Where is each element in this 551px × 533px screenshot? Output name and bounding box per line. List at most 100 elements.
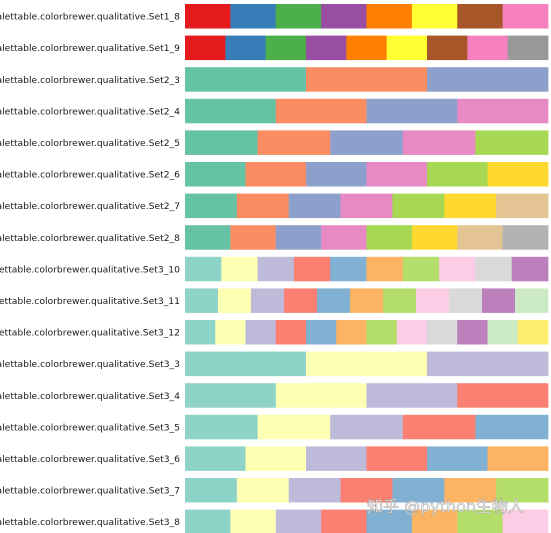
color-swatch — [321, 225, 367, 250]
color-swatch — [340, 193, 393, 219]
color-swatch — [275, 383, 367, 408]
color-swatch — [444, 478, 497, 503]
palette-label: palettable.colorbrewer.qualitative.Set2_… — [0, 233, 180, 244]
color-swatch — [284, 288, 318, 313]
color-swatch — [392, 478, 445, 503]
color-swatch — [306, 162, 367, 187]
color-swatch — [366, 509, 413, 533]
color-swatch — [457, 98, 549, 124]
color-swatch — [411, 509, 458, 533]
palette-row: palettable.colorbrewer.qualitative.Set2_… — [0, 130, 549, 155]
color-swatch — [221, 256, 258, 282]
color-swatch — [185, 193, 238, 219]
palette-row: palettable.colorbrewer.qualitative.Set2_… — [0, 67, 549, 92]
color-swatch — [457, 383, 549, 408]
color-swatch — [457, 320, 488, 345]
color-swatch — [392, 193, 445, 219]
color-swatch — [288, 193, 341, 219]
color-swatch — [402, 414, 476, 440]
palette-label: palettable.colorbrewer.qualitative.Set3_… — [0, 422, 180, 433]
color-swatch — [185, 256, 222, 282]
palette-row: palettable.colorbrewer.qualitative.Set2_… — [0, 225, 549, 250]
color-swatch — [496, 193, 549, 219]
color-swatch — [411, 225, 458, 250]
color-swatch — [306, 446, 367, 471]
palette-label: palettable.colorbrewer.qualitative.Set2_… — [0, 138, 180, 149]
palette-row: palettable.colorbrewer.qualitative.Set3_… — [0, 288, 549, 313]
palette-row: palettable.colorbrewer.qualitative.Set3_… — [0, 509, 549, 533]
color-swatch — [427, 67, 549, 92]
palette-row: palettable.colorbrewer.qualitative.Set1_… — [0, 4, 549, 29]
color-swatch — [288, 478, 341, 503]
color-swatch — [449, 288, 483, 313]
palette-row: palettable.colorbrewer.qualitative.Set3_… — [0, 320, 549, 345]
color-swatch — [457, 4, 504, 29]
palette-label: palettable.colorbrewer.qualitative.Set3_… — [0, 264, 180, 275]
color-swatch — [236, 193, 290, 219]
color-swatch — [457, 225, 504, 250]
color-swatch — [185, 162, 246, 187]
color-swatch — [427, 35, 468, 61]
palette-label: palettable.colorbrewer.qualitative.Set3_… — [0, 296, 180, 307]
color-swatch — [306, 67, 428, 92]
palette-rows: palettable.colorbrewer.qualitative.Set1_… — [0, 4, 549, 533]
palette-row: palettable.colorbrewer.qualitative.Set2_… — [0, 193, 549, 219]
color-swatch — [402, 130, 476, 155]
palette-row: palettable.colorbrewer.qualitative.Set3_… — [0, 256, 549, 282]
palette-label: palettable.colorbrewer.qualitative.Set3_… — [0, 454, 180, 465]
palette-row: palettable.colorbrewer.qualitative.Set3_… — [0, 446, 549, 471]
color-swatch — [185, 4, 231, 29]
color-swatch — [366, 256, 404, 282]
color-swatch — [507, 35, 549, 61]
color-swatch — [275, 320, 307, 345]
palette-label: palettable.colorbrewer.qualitative.Set3_… — [0, 486, 180, 497]
color-swatch — [245, 162, 307, 187]
color-swatch — [218, 288, 252, 313]
color-swatch — [265, 35, 307, 61]
color-swatch — [366, 162, 428, 187]
color-swatch — [511, 256, 549, 282]
color-swatch — [366, 383, 458, 408]
color-swatch — [330, 256, 367, 282]
color-swatch — [366, 446, 428, 471]
color-swatch — [275, 509, 322, 533]
palette-label: palettable.colorbrewer.qualitative.Set3_… — [0, 359, 180, 370]
color-swatch — [427, 446, 488, 471]
color-swatch — [383, 288, 417, 313]
color-swatch — [185, 351, 307, 377]
color-swatch — [515, 288, 549, 313]
palette-row: palettable.colorbrewer.qualitative.Set1_… — [0, 35, 549, 61]
color-swatch — [496, 478, 549, 503]
palette-label: palettable.colorbrewer.qualitative.Set1_… — [0, 43, 180, 54]
color-swatch — [517, 320, 549, 345]
color-swatch — [275, 4, 322, 29]
color-swatch — [185, 35, 226, 61]
color-swatch — [427, 320, 458, 345]
color-swatch — [245, 446, 307, 471]
color-swatch — [185, 414, 258, 440]
color-swatch — [427, 162, 488, 187]
color-swatch — [487, 446, 549, 471]
color-swatch — [185, 225, 231, 250]
color-swatch — [366, 4, 413, 29]
palette-row: palettable.colorbrewer.qualitative.Set3_… — [0, 478, 549, 503]
color-swatch — [185, 98, 277, 124]
palette-label: palettable.colorbrewer.qualitative.Set1_… — [0, 12, 180, 23]
color-swatch — [396, 320, 428, 345]
color-swatch — [457, 509, 504, 533]
color-swatch — [225, 35, 267, 61]
color-swatch — [275, 225, 322, 250]
color-swatch — [185, 383, 277, 408]
color-swatch — [230, 509, 277, 533]
color-swatch — [245, 320, 277, 345]
color-swatch — [330, 130, 404, 155]
color-swatch — [257, 130, 331, 155]
color-swatch — [402, 256, 440, 282]
color-swatch — [475, 130, 549, 155]
color-swatch — [346, 35, 388, 61]
color-swatch — [487, 320, 519, 345]
color-swatch — [306, 35, 347, 61]
color-swatch — [467, 35, 509, 61]
color-swatch — [475, 414, 549, 440]
